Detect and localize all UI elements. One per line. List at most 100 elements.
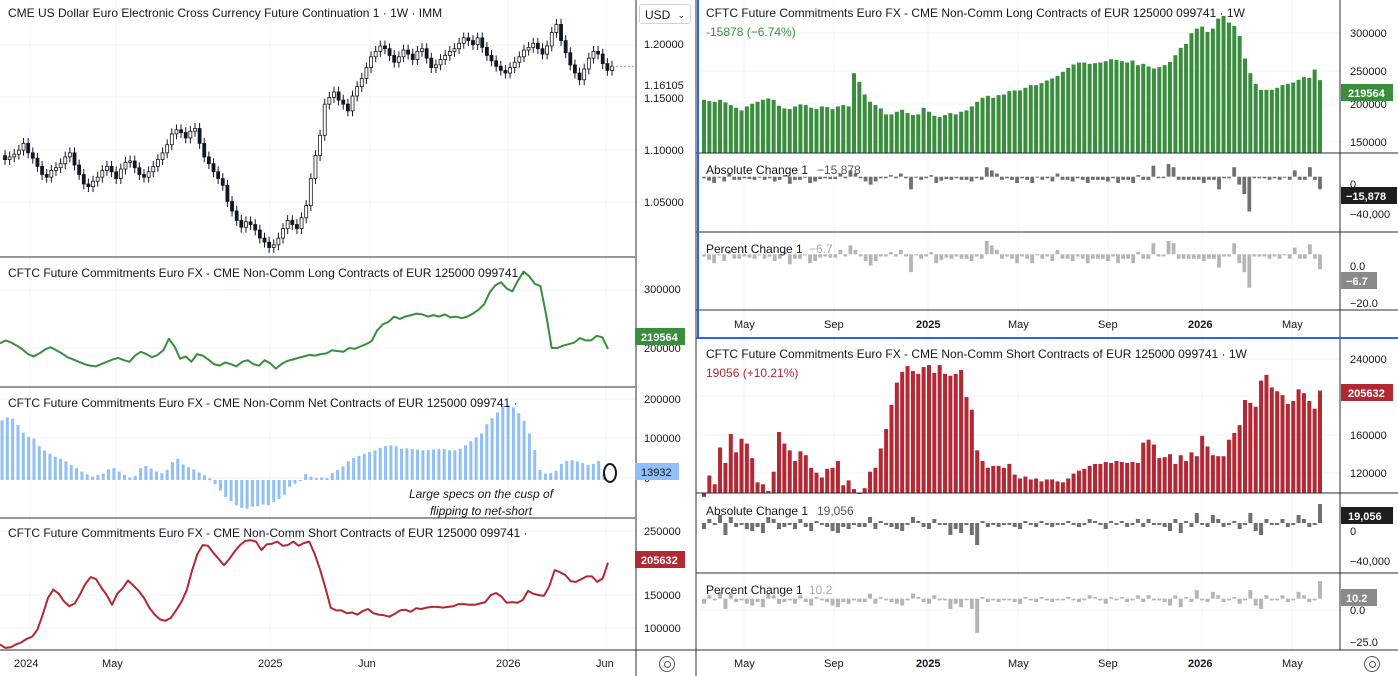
right-long-pct-change-bar (757, 254, 762, 256)
right-short-pct-change-bar (1076, 598, 1081, 603)
right-short-pct-change-bar (1055, 598, 1060, 601)
right-short-abs-change-bar (916, 521, 921, 523)
right-short-bar (712, 484, 717, 493)
right-bottom-time-label: Sep (824, 658, 844, 670)
candle-body (308, 178, 313, 206)
right-long-bar (1071, 64, 1076, 153)
right-long-bar (1055, 75, 1060, 153)
candle-body (17, 149, 21, 155)
right-short-pct-change-bar (862, 598, 867, 603)
right-short-abs-change-bar (894, 523, 899, 529)
right-long-abs-change-bar (722, 176, 727, 182)
right-short-pct-change-bar (803, 598, 808, 603)
right-long-pct-change-bar (1040, 254, 1045, 259)
long-tick: 300000 (644, 284, 681, 296)
right-long-pct-change-bar (1302, 254, 1307, 259)
right-long-abs-change-bar (1292, 170, 1297, 177)
right-long-abs-change-bar (984, 167, 989, 177)
candle-body (49, 170, 54, 178)
right-short-pct-change-bar (905, 598, 910, 601)
right-long-abs-change-bar (1267, 176, 1272, 180)
net-contracts-bar (368, 452, 372, 480)
right-short-abs-change-bar (1050, 523, 1055, 527)
currency-selector[interactable]: USD ⌄ (639, 4, 691, 24)
time-label: Jun (596, 658, 614, 670)
right-long-pct-change-bar (828, 254, 833, 258)
right-short-bar (884, 429, 889, 493)
right-short-abs-change-bar (1285, 523, 1290, 527)
right-long-abs-change-bar (808, 176, 812, 184)
settings-gear-icon-right[interactable] (1364, 656, 1380, 672)
right-long-abs-change-bar (1151, 165, 1156, 177)
settings-gear-icon[interactable] (659, 656, 675, 672)
right-short-bar (959, 369, 964, 493)
right-bottom-time-label: 2025 (916, 658, 940, 670)
net-contracts-bar (21, 432, 25, 480)
net-contracts-bar (442, 449, 446, 480)
right-long-abs-change-bar (712, 176, 716, 184)
right-short-bar (1269, 387, 1274, 493)
right-short-bar (1248, 402, 1253, 493)
right-long-abs-change-bar (772, 176, 777, 182)
net-contracts-bar (250, 479, 254, 507)
right-short-abs-change-bar (889, 523, 894, 527)
right-short-pct-change-bar (814, 596, 819, 599)
candle-body (369, 56, 373, 69)
right-short-abs-change-bar (910, 517, 915, 523)
right-short-bar (1082, 468, 1087, 493)
right-long-abs-change-bar (1055, 173, 1060, 177)
right-long-pct-change-bar (843, 254, 848, 257)
candle-body (40, 165, 44, 175)
right-short-bar (1076, 470, 1081, 493)
short-pane-title: CFTC Future Commitments Euro FX - CME No… (8, 526, 528, 540)
right-long-bar (1243, 58, 1248, 153)
right-short-pct-change-bar (1034, 598, 1039, 603)
right-short-pct-change-bar (1168, 598, 1173, 606)
right-long-pct-change-bar (798, 254, 802, 259)
right-long-abs-change-bar (1060, 176, 1065, 180)
right-short-pct-change-bar (916, 596, 921, 599)
right-long-pct-change-bar (1217, 254, 1221, 268)
right-long-pct-change-bar (1065, 254, 1070, 259)
right-short-bar (1259, 380, 1264, 493)
right-long-pct-change-bar (969, 254, 974, 261)
right-long-abs-change-bar (1186, 176, 1191, 180)
right-long-bar (1060, 71, 1065, 153)
candle-body (387, 48, 392, 56)
right-long-abs-change-bar (1262, 176, 1267, 179)
right-short-bar (782, 443, 787, 493)
right-long-pct-change-bar (717, 254, 722, 256)
right-short-bar (1109, 462, 1114, 493)
net-contracts-bar (27, 436, 31, 480)
right-short-abs-change-bar (926, 523, 931, 529)
right-short-abs-change-bar (1076, 523, 1081, 527)
right-long-abs-change-bar (989, 170, 994, 177)
right-short-abs-change-bar (1317, 503, 1323, 523)
right-long-bar (873, 105, 878, 153)
right-short-pct-change-bar (723, 598, 728, 609)
net-contracts-bar (490, 418, 494, 480)
right-long-bar (1141, 63, 1146, 153)
right-long-abs-title: Absolute Change 1 (706, 163, 808, 177)
right-short-bar (787, 450, 792, 493)
candle-body (378, 45, 383, 52)
right-short-bar (862, 488, 867, 493)
right-long-bar (1168, 61, 1173, 153)
right-long-pct-change-bar (1025, 254, 1030, 259)
candle-body (234, 210, 239, 221)
candle-body (438, 59, 443, 66)
right-long-pct-change-bar (762, 254, 767, 259)
candle-body (304, 205, 309, 219)
right-short-pct-change-bar (1039, 596, 1044, 599)
right-short-pct-change-bar (1216, 595, 1221, 599)
right-short-abs-change-bar (803, 523, 808, 527)
candle-body (359, 78, 364, 87)
candle-body (299, 217, 304, 229)
time-label: 2026 (496, 658, 520, 670)
candle-body (383, 45, 387, 50)
candle-body (183, 132, 188, 139)
right-short-bar (1200, 435, 1205, 493)
right-long-pct-change-bar (1308, 244, 1312, 255)
right-short-abs-change-bar (701, 523, 707, 529)
